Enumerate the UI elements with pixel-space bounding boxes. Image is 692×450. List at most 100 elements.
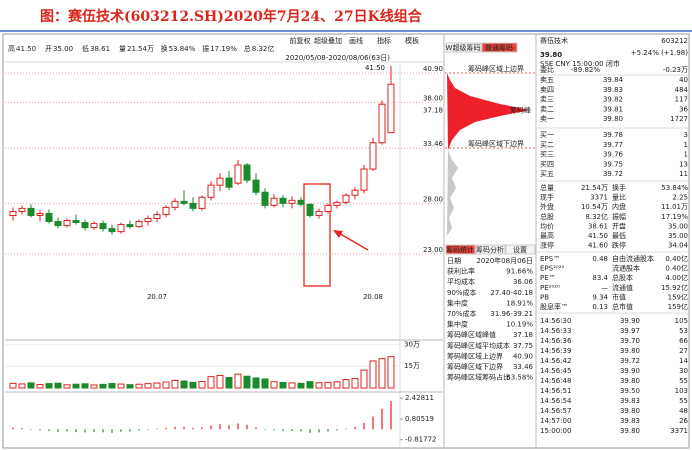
order-label: 卖四 — [540, 86, 554, 94]
candle-body — [216, 177, 224, 186]
tick-volume: 105 — [675, 317, 688, 325]
price-change: +5.24% (+1.98) — [631, 49, 689, 57]
candle-body — [297, 199, 305, 205]
volume-bar — [81, 383, 89, 389]
tab[interactable] — [481, 42, 518, 53]
fund-value: 83.4 — [592, 274, 608, 282]
tab-label: 筹码统计 — [446, 245, 474, 254]
volume-bar — [18, 383, 26, 389]
stat-value: 33.46 — [513, 363, 534, 371]
volume-bar — [9, 382, 17, 389]
stat-label: 筹码峰区域平均成本 — [447, 341, 510, 350]
stat-label: 跌停 — [612, 241, 626, 250]
tab[interactable] — [445, 244, 476, 255]
volume-bar — [387, 356, 395, 389]
window-frame — [2, 33, 690, 449]
tab[interactable] — [445, 42, 482, 53]
tick-volume: 103 — [675, 387, 688, 395]
tick-volume: 26 — [679, 417, 688, 425]
volume-bar — [198, 380, 206, 389]
order-price: 39.72 — [603, 170, 623, 178]
candle-body — [342, 194, 350, 203]
order-volume: 36 — [679, 105, 688, 113]
tick-time: 14:56:45 — [540, 367, 571, 375]
candle-body — [9, 210, 17, 216]
candle-body — [234, 164, 242, 184]
quote-label: 总 — [244, 44, 251, 53]
tick-price: 39.83 — [620, 417, 640, 425]
order-price: 39.83 — [603, 86, 623, 94]
tick-price: 39.80 — [620, 427, 640, 435]
tick-volume: 55 — [679, 397, 688, 405]
stat-label: 均价 — [540, 221, 554, 230]
volume-bar — [189, 381, 197, 389]
quote-label: 开 — [45, 45, 52, 53]
toolbar-button: 画线 — [349, 36, 363, 45]
volume-bar — [36, 384, 44, 389]
tick-volume: 14 — [679, 357, 688, 365]
volume-bar — [153, 382, 161, 389]
order-volume: 1 — [684, 151, 688, 159]
tick-volume: 48 — [679, 407, 688, 415]
quote-label: 量 — [119, 45, 126, 53]
order-volume: 40 — [679, 76, 688, 84]
volume-bar — [279, 381, 287, 389]
fund-value: 4.00亿 — [665, 273, 688, 282]
tab[interactable] — [505, 244, 536, 255]
order-price: 39.75 — [603, 160, 623, 168]
chip-distribution-gray — [447, 150, 458, 236]
stat-label: 涨停 — [540, 241, 554, 250]
stat-label: 集中度 — [447, 298, 468, 307]
order-label: 买五 — [540, 170, 554, 178]
stat-label: 总量 — [540, 183, 554, 192]
order-label: 卖二 — [540, 105, 554, 113]
candle-body — [126, 224, 134, 228]
status: SSE CNY 15:00:00 闭市 — [540, 59, 620, 68]
candle-body — [324, 204, 332, 212]
tab-label: W超级筹码 — [446, 43, 481, 52]
y-tick-label: 30万 — [404, 340, 420, 348]
volume-bar — [54, 382, 62, 389]
order-label: 买二 — [540, 141, 554, 149]
candle-body — [90, 223, 98, 229]
tick-price: 39.90 — [620, 367, 640, 375]
fund-value: — — [601, 284, 608, 292]
order-volume: 117 — [675, 96, 688, 104]
order-volume: 13 — [679, 160, 688, 168]
quote-value: 41.50 — [16, 45, 36, 53]
quote-label: 低 — [82, 44, 89, 53]
x-tick-label: 20.08 — [363, 293, 383, 301]
chip-label: 筹码峰区域下边界 — [468, 139, 524, 148]
order-volume: 484 — [675, 86, 689, 94]
chip-label: 筹码峰 — [510, 106, 531, 115]
tick-price: 39.80 — [620, 377, 640, 385]
last-price: 39.80 — [540, 51, 562, 59]
fund-value: 9.34 — [592, 293, 608, 301]
fund-label: PB — [540, 293, 549, 301]
volume-bar — [261, 378, 269, 389]
stat-value: 37.75 — [513, 342, 533, 350]
chip-label: 筹码峰区域上边界 — [468, 64, 524, 73]
x-tick-label: 20.07 — [147, 293, 167, 301]
volume-bar — [378, 358, 386, 389]
order-label: 买一 — [540, 131, 554, 139]
row-value: -0.23万 — [663, 66, 688, 74]
tab[interactable] — [475, 244, 506, 255]
stat-value: 53.84% — [661, 184, 688, 192]
y-tick-label: 2.42811 — [405, 394, 434, 402]
stat-label: 筹码峰区域下边界 — [447, 362, 503, 371]
tick-price: 39.90 — [620, 317, 640, 325]
candle-body — [153, 213, 161, 220]
order-label: 买三 — [540, 151, 554, 159]
tick-volume: 66 — [679, 337, 688, 345]
stat-value: 31.96-39.21 — [490, 310, 533, 318]
fund-label: 自由流通股本 — [612, 254, 654, 263]
stat-label: 内盘 — [612, 202, 626, 211]
tick-volume: 53 — [679, 327, 688, 335]
order-volume: 1727 — [670, 115, 688, 123]
y-tick-label: 0.80519 — [405, 415, 434, 423]
quote-value: 53.84% — [169, 45, 196, 53]
order-price: 39.82 — [603, 96, 623, 104]
candle-body — [360, 168, 368, 191]
stat-label: 日期 — [447, 257, 461, 265]
